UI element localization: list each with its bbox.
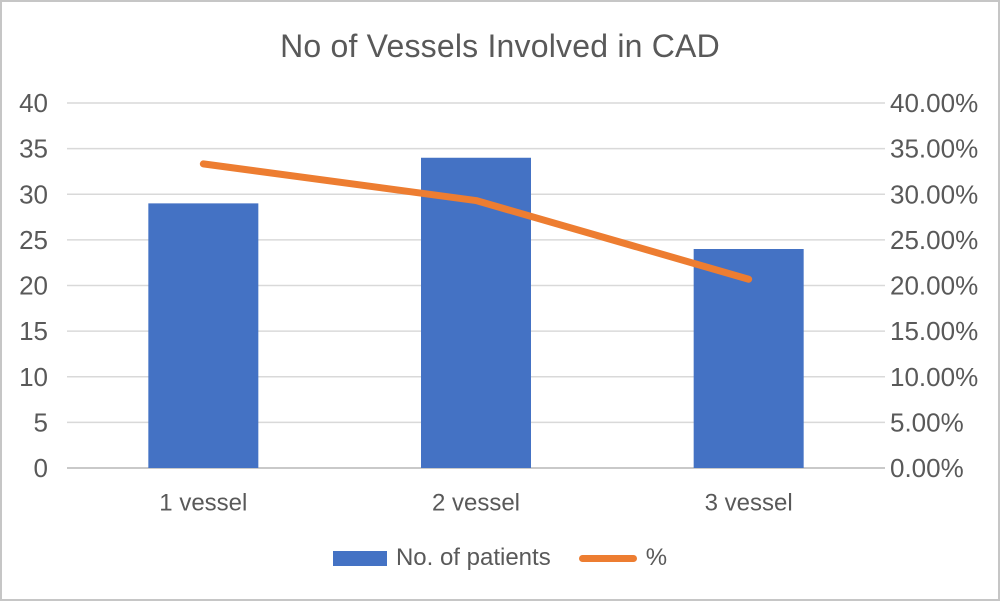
bar-1-vessel	[148, 203, 259, 468]
x-axis-category-label: 3 vessel	[705, 490, 793, 517]
right-axis-tick-label: 25.00%	[890, 225, 978, 255]
left-axis-tick-label: 40	[19, 88, 48, 118]
right-axis-tick-label: 5.00%	[890, 407, 964, 437]
left-axis-tick-label: 30	[19, 179, 48, 209]
percent-line	[199, 160, 753, 283]
legend-item-patients: No. of patients	[332, 544, 551, 572]
left-axis-tick-label: 20	[19, 271, 48, 301]
left-axis-tick-label: 15	[19, 316, 48, 346]
x-axis-category-label: 1 vessel	[159, 490, 247, 517]
legend-bar-label: No. of patients	[395, 544, 551, 571]
bar-2-vessel	[421, 157, 531, 468]
bar-3-vessel	[693, 249, 804, 468]
right-axis-tick-label: 40.00%	[890, 88, 978, 118]
chart-title: No of Vessels Involved in CAD	[280, 28, 720, 64]
right-axis-tick-label: 10.00%	[890, 362, 978, 392]
legend-line-label: %	[645, 544, 668, 571]
right-axis-tick-label: 35.00%	[890, 134, 978, 164]
legend: No. of patients %	[2, 544, 998, 572]
legend-bar-swatch	[332, 550, 387, 566]
right-axis-tick-label: 30.00%	[890, 179, 978, 209]
x-axis-category-label: 2 vessel	[432, 490, 520, 517]
right-axis-tick-label: 15.00%	[890, 316, 978, 346]
left-axis-tick-label: 25	[19, 225, 48, 255]
left-axis-tick-label: 35	[19, 134, 48, 164]
left-axis-tick-label: 5	[34, 407, 48, 437]
right-axis-tick-label: 0.00%	[890, 453, 964, 483]
legend-item-percent: %	[578, 544, 668, 572]
right-axis-tick-label: 20.00%	[890, 271, 978, 301]
legend-line-swatch	[578, 554, 637, 562]
left-axis-tick-label: 0	[34, 453, 48, 483]
left-axis-tick-label: 10	[19, 362, 48, 392]
